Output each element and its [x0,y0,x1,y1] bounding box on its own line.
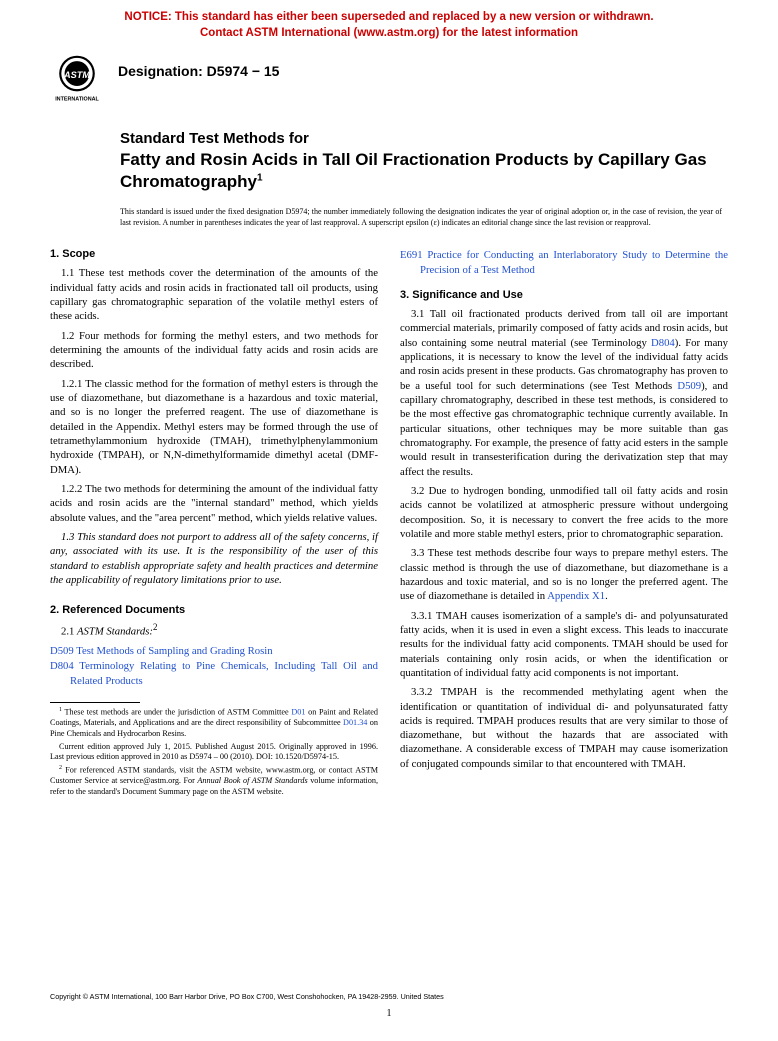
ref-e691-text[interactable]: Practice for Conducting an Interlaborato… [420,249,728,275]
copyright-line: Copyright © ASTM International, 100 Barr… [50,992,444,1001]
page-number: 1 [0,1008,778,1019]
svg-text:ASTM: ASTM [63,70,90,80]
sig-p3b: . [605,590,608,602]
right-column: E691 Practice for Conducting an Interlab… [400,248,728,799]
sig-p1c: ), and capillary chromatography, describ… [400,380,728,478]
footnote-1a: These test methods are under the jurisdi… [62,708,291,717]
refdocs-intro-prefix: 2.1 [61,626,77,638]
notice-line2: Contact ASTM International (www.astm.org… [200,27,578,39]
significance-p3: 3.3 These test methods describe four way… [400,546,728,603]
significance-p1: 3.1 Tall oil fractionated products deriv… [400,307,728,479]
ref-d804-code[interactable]: D804 [50,660,74,672]
notice-banner: NOTICE: This standard has either been su… [0,0,778,47]
scope-heading: 1. Scope [50,248,378,260]
ref-d509-code[interactable]: D509 [50,645,74,657]
title-superscript: 1 [257,172,263,183]
left-column: 1. Scope 1.1 These test methods cover th… [50,248,378,799]
scope-p5: 1.3 This standard does not purport to ad… [50,530,378,587]
refdocs-intro: 2.1 ASTM Standards:2 [50,622,378,639]
svg-text:INTERNATIONAL: INTERNATIONAL [55,97,99,103]
significance-p2: 3.2 Due to hydrogen bonding, unmodified … [400,484,728,541]
astm-logo: ASTM INTERNATIONAL [50,53,104,107]
notice-line1: NOTICE: This standard has either been su… [124,11,653,23]
ref-d804-text[interactable]: Terminology Relating to Pine Chemicals, … [70,660,378,686]
designation-label: Designation: D5974 − 15 [118,63,279,79]
sig-p3-link[interactable]: Appendix X1 [547,590,605,602]
footnote-rule [50,702,140,703]
refdocs-heading: 2. Referenced Documents [50,604,378,616]
scope-p2: 1.2 Four methods for forming the methyl … [50,329,378,372]
footnote-1-link1[interactable]: D01 [291,708,305,717]
footnote-1: 1 These test methods are under the juris… [50,707,378,740]
scope-p4: 1.2.2 The two methods for determining th… [50,482,378,525]
header: ASTM INTERNATIONAL Designation: D5974 − … [0,47,778,107]
ref-e691-code[interactable]: E691 [400,249,423,261]
footnote-1d: Current edition approved July 1, 2015. P… [50,742,378,763]
ref-d804: D804 Terminology Relating to Pine Chemic… [50,659,378,688]
footnote-1-link2[interactable]: D01.34 [343,718,367,727]
refdocs-intro-italic: ASTM Standards: [77,626,153,638]
significance-heading: 3. Significance and Use [400,289,728,301]
ref-e691: E691 Practice for Conducting an Interlab… [400,248,728,277]
sig-p1-link1[interactable]: D804 [651,337,675,349]
refdocs-intro-sup: 2 [153,622,157,632]
title-main-text: Fatty and Rosin Acids in Tall Oil Fracti… [120,150,707,191]
scope-p1: 1.1 These test methods cover the determi… [50,266,378,323]
title-block: Standard Test Methods for Fatty and Rosi… [0,107,778,193]
ref-d509: D509 Test Methods of Sampling and Gradin… [50,644,378,658]
significance-p5: 3.3.2 TMPAH is the recommended methylati… [400,685,728,771]
sig-p1-link2[interactable]: D509 [677,380,701,392]
title-pre: Standard Test Methods for [120,129,728,149]
title-main: Fatty and Rosin Acids in Tall Oil Fracti… [120,149,728,193]
footnote-2: 2 For referenced ASTM standards, visit t… [50,765,378,798]
issued-note: This standard is issued under the fixed … [0,193,778,229]
significance-p4: 3.3.1 TMAH causes isomerization of a sam… [400,609,728,681]
ref-d509-text[interactable]: Test Methods of Sampling and Grading Ros… [74,645,273,657]
scope-p3: 1.2.1 The classic method for the formati… [50,377,378,477]
body-columns: 1. Scope 1.1 These test methods cover th… [0,228,778,799]
footnote-2-italic: Annual Book of ASTM Standards [197,776,307,785]
